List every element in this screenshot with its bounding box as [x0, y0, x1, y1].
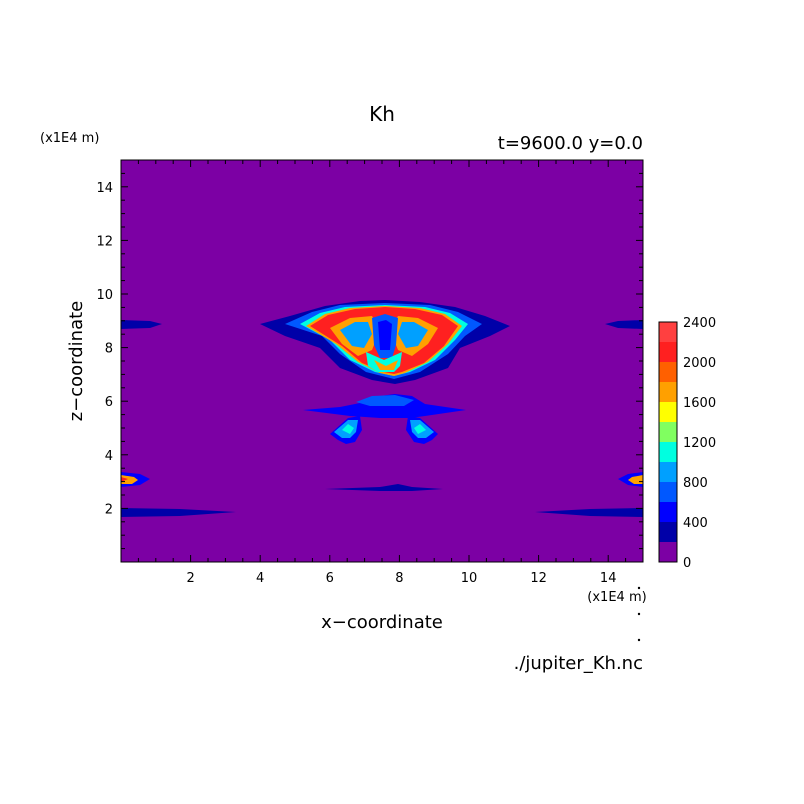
contour-field — [121, 300, 643, 517]
y-unit-label: (x1E4 m) — [40, 131, 99, 146]
x-unit-label: (x1E4 m) — [587, 590, 646, 605]
y-tick-label: 14 — [96, 181, 113, 196]
x-tick-label: 2 — [186, 571, 194, 586]
colorbar-tick-label: 0 — [683, 556, 691, 571]
colorbar-frame — [658, 321, 678, 563]
chart-subtitle: t=9600.0 y=0.0 — [498, 133, 643, 154]
x-axis-ticks: 2 4 6 8 10 12 14 — [137, 160, 627, 586]
contour-left-z3-inner — [121, 475, 138, 484]
contour-inner-left-core — [340, 322, 372, 348]
contour-right-z2 — [535, 508, 643, 517]
y-tick-label: 8 — [105, 342, 113, 357]
x-tick-label: 10 — [461, 571, 478, 586]
colorbar-swatch — [659, 342, 677, 362]
y-tick-label: 4 — [105, 449, 113, 464]
colorbar-tick-label: 1600 — [683, 396, 716, 411]
colorbar-swatch — [659, 502, 677, 522]
colorbar-swatch — [659, 542, 677, 562]
y-tick-label: 2 — [105, 502, 113, 517]
colorbar-swatch — [659, 462, 677, 482]
contour-center-column-core — [378, 320, 392, 350]
colorbar-swatch — [659, 422, 677, 442]
contour-mid-right-spot — [414, 424, 426, 434]
contour-inner-right-core — [398, 322, 428, 348]
chart-title: Kh — [369, 102, 395, 126]
colorbar-swatch — [659, 322, 677, 342]
x-axis-label: x−coordinate — [321, 612, 443, 633]
x-tick-label: 8 — [395, 571, 403, 586]
contour-right-z9 — [605, 320, 643, 329]
colorbar-tick-label: 2400 — [683, 316, 716, 331]
y-tick-label: 12 — [96, 234, 113, 249]
colorbar-tick-label: 800 — [683, 476, 708, 491]
y-tick-label: 6 — [105, 395, 113, 410]
y-axis-label: z−coordinate — [66, 301, 87, 422]
contour-mid-left-spot — [342, 424, 354, 434]
colorbar-swatch — [659, 402, 677, 422]
x-tick-label: 6 — [326, 571, 334, 586]
filename-label: ./jupiter_Kh.nc — [514, 653, 643, 674]
x-tick-label: 4 — [256, 571, 264, 586]
colorbar-swatch — [659, 522, 677, 542]
contour-left-z3-core — [121, 477, 128, 482]
colorbar-tick-label: 2000 — [683, 356, 716, 371]
contour-left-z9 — [121, 320, 162, 329]
colorbar: 0 400 800 1200 1600 2000 2400 — [658, 316, 716, 571]
colorbar-swatch — [659, 362, 677, 382]
contour-lower-orange — [374, 360, 398, 370]
contour-mid-top — [356, 395, 414, 406]
contour-left-z2 — [121, 508, 236, 517]
colorbar-tick-label: 400 — [683, 516, 708, 531]
x-tick-label: 14 — [600, 571, 617, 586]
colorbar-swatch — [659, 442, 677, 462]
marker-dots — [637, 586, 641, 642]
contour-center-z3 — [325, 484, 443, 491]
y-axis-ticks: 2 4 6 8 10 12 14 — [96, 172, 643, 550]
y-tick-label: 10 — [96, 288, 113, 303]
colorbar-swatch — [659, 482, 677, 502]
colorbar-tick-label: 1200 — [683, 436, 716, 451]
colorbar-swatch — [659, 382, 677, 402]
x-tick-label: 12 — [530, 571, 547, 586]
